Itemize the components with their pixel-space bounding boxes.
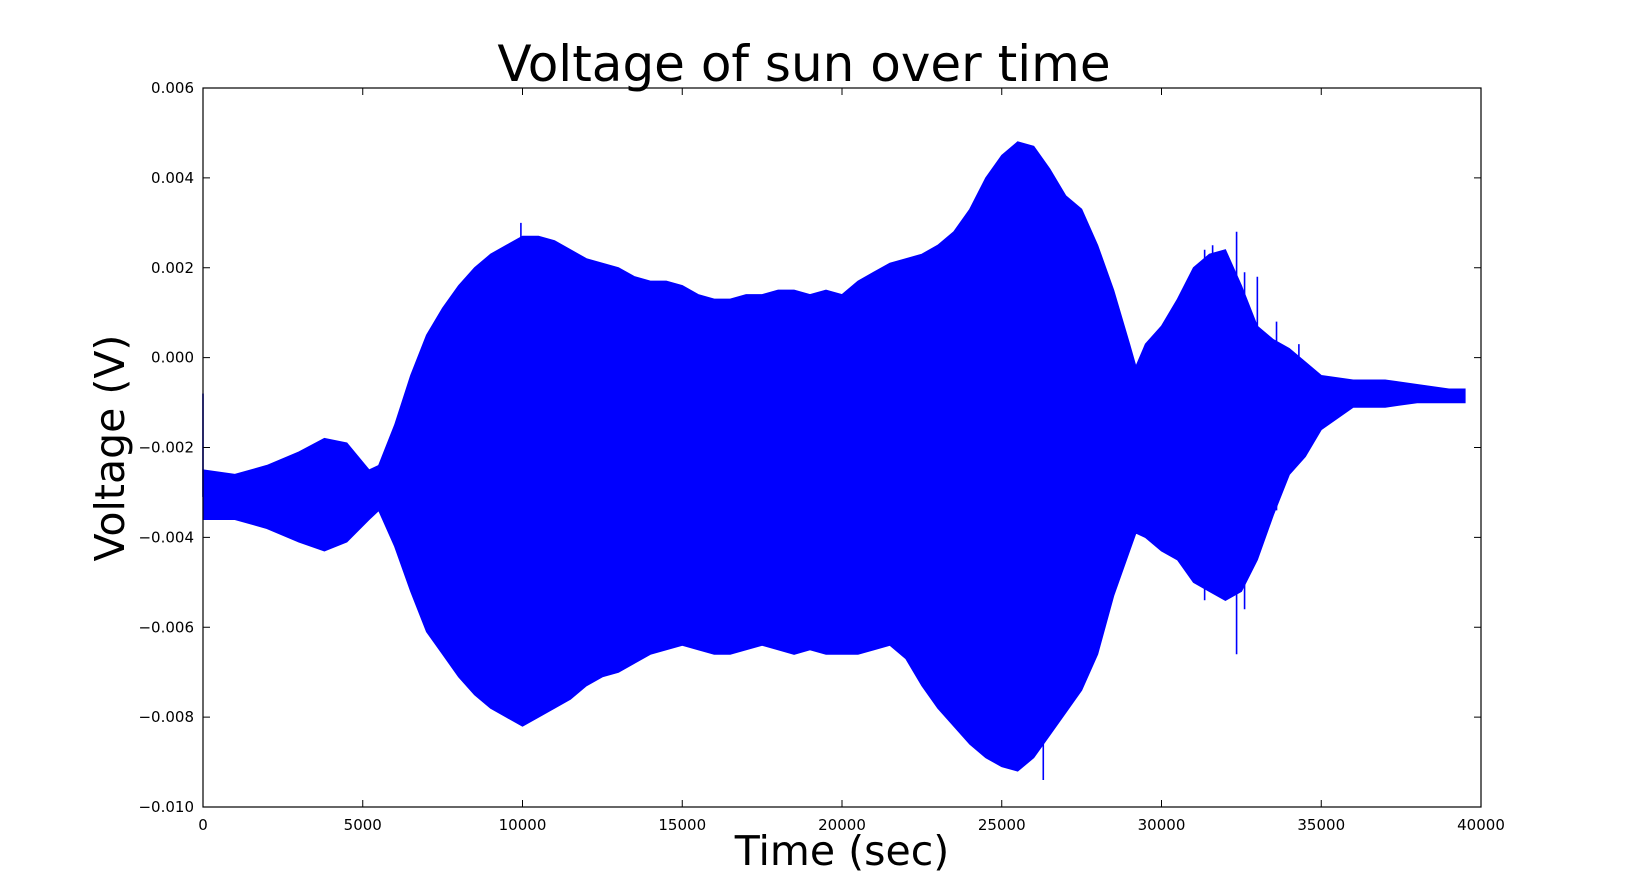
plot-area xyxy=(202,141,1466,781)
x-tick-label: 10000 xyxy=(499,816,547,834)
x-tick-label: 30000 xyxy=(1138,816,1186,834)
x-tick-label: 40000 xyxy=(1457,816,1505,834)
x-tick-label: 5000 xyxy=(344,816,382,834)
y-tick-label: −0.010 xyxy=(138,798,194,816)
axes-frame xyxy=(202,87,1482,808)
x-tick-label: 35000 xyxy=(1297,816,1345,834)
y-tick-label: 0.006 xyxy=(151,79,194,97)
signal-trace xyxy=(202,149,1465,766)
y-axis-label: Voltage (V) xyxy=(86,335,134,562)
y-tick-label: −0.006 xyxy=(138,618,194,636)
y-tick-label: 0.004 xyxy=(151,169,194,187)
x-tick-label: 0 xyxy=(198,816,208,834)
y-tick-label: −0.008 xyxy=(138,708,194,726)
x-tick-label: 20000 xyxy=(818,816,866,834)
y-tick-label: 0.002 xyxy=(151,259,194,277)
y-tick-label: −0.002 xyxy=(138,439,194,457)
x-tick-label: 25000 xyxy=(978,816,1026,834)
axis-ticks: 0 5000 10000 15000 20000 25000 30000 35000 40000… xyxy=(138,79,1504,834)
x-axis-label: Time (sec) xyxy=(734,827,950,875)
x-tick-label: 15000 xyxy=(658,816,706,834)
y-tick-label: 0.000 xyxy=(151,349,194,367)
y-tick-label: −0.004 xyxy=(138,528,194,546)
chart-title: Voltage of sun over time xyxy=(497,35,1110,93)
